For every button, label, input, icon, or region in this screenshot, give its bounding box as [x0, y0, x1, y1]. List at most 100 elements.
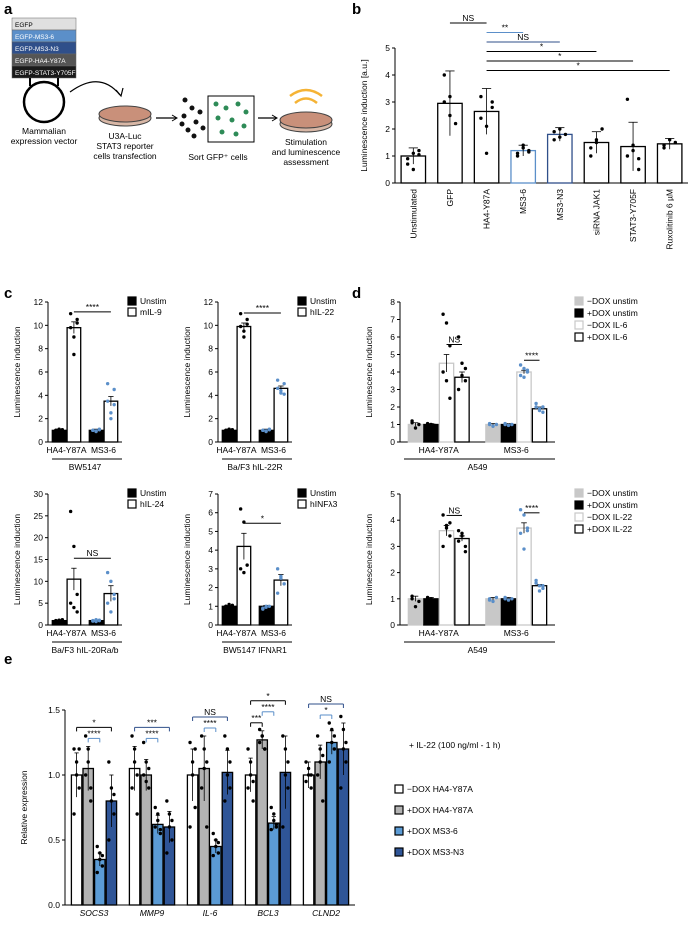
data-point — [224, 604, 228, 608]
x-tick-label: HA4-Y87A — [216, 445, 256, 455]
y-tick-label: 0 — [208, 620, 213, 630]
data-point — [525, 526, 530, 530]
data-point — [490, 105, 494, 110]
y-tick-label: 25 — [34, 511, 44, 521]
data-point — [282, 381, 286, 386]
y-tick-label: 0.0 — [48, 900, 60, 910]
data-point — [315, 773, 320, 777]
y-tick-label: 5 — [385, 43, 390, 53]
data-point — [54, 428, 58, 433]
y-tick-label: 0 — [385, 178, 390, 188]
data-point — [673, 140, 678, 145]
data-point — [631, 148, 635, 153]
group-label: A549 — [468, 645, 488, 655]
data-point — [515, 154, 520, 158]
data-point — [238, 507, 243, 511]
legend-label: −DOX unstim — [587, 296, 638, 306]
data-point — [225, 747, 230, 751]
data-point — [74, 760, 79, 764]
data-point — [105, 381, 110, 386]
data-point — [339, 714, 343, 719]
data-point — [86, 747, 90, 751]
bar — [273, 387, 289, 443]
significance-label: * — [92, 717, 96, 727]
data-point — [224, 428, 228, 433]
y-tick-label: 30 — [34, 489, 44, 499]
data-point — [109, 799, 114, 803]
data-point — [72, 605, 76, 610]
data-point — [57, 427, 61, 431]
data-point — [344, 740, 348, 745]
data-point — [594, 138, 599, 142]
y-tick-label: 5 — [38, 598, 43, 608]
y-tick-label: 0 — [390, 437, 395, 447]
data-point — [199, 786, 204, 790]
data-point — [248, 760, 253, 764]
y-tick-label: 7 — [390, 315, 395, 325]
legend-label: +DOX unstim — [587, 500, 638, 510]
data-point — [456, 528, 461, 533]
data-point — [263, 747, 267, 751]
construct-label: EGFP-MS3-6 — [15, 34, 54, 41]
data-point — [158, 831, 163, 836]
data-point — [211, 831, 215, 836]
data-point — [75, 592, 79, 597]
data-point — [432, 423, 437, 428]
data-point — [264, 604, 268, 608]
data-point — [109, 786, 114, 790]
transfection-label: cells transfection — [93, 151, 157, 161]
y-tick-label: 10 — [34, 320, 44, 330]
bar — [140, 774, 153, 906]
data-point — [552, 130, 556, 134]
legend-label: mIL-9 — [140, 307, 162, 317]
data-point — [327, 760, 331, 764]
data-point — [448, 534, 452, 538]
data-point — [94, 618, 98, 622]
data-point — [105, 570, 110, 575]
data-point — [522, 547, 526, 551]
bar — [325, 741, 338, 906]
significance-label: NS — [448, 335, 460, 345]
bar — [516, 527, 532, 626]
y-tick-label: 3 — [390, 385, 395, 395]
y-tick-label: 0 — [38, 437, 43, 447]
data-point — [91, 428, 95, 433]
legend-swatch — [394, 826, 404, 836]
x-tick-label: SOCS3 — [80, 908, 109, 918]
data-point — [75, 321, 79, 325]
y-axis-label: Luminescence induction — [364, 326, 374, 417]
y-tick-label: 5 — [390, 489, 395, 499]
data-point — [321, 799, 325, 803]
data-point — [667, 138, 672, 142]
data-point — [132, 747, 137, 751]
significance-label: **** — [256, 303, 270, 313]
data-point — [518, 508, 523, 512]
data-point — [223, 799, 227, 803]
significance-label: *** — [147, 717, 158, 727]
data-point — [558, 127, 562, 131]
data-point — [330, 727, 334, 732]
data-point — [107, 760, 111, 764]
data-point — [60, 429, 65, 434]
data-point — [410, 421, 414, 425]
data-point — [246, 747, 250, 751]
x-tick-label: Unstimulated — [408, 189, 418, 239]
data-point — [269, 805, 273, 810]
significance-label: ** — [502, 23, 509, 33]
legend-label: Unstim — [140, 296, 166, 306]
data-point — [448, 94, 452, 99]
y-tick-label: 0 — [208, 437, 213, 447]
data-point — [537, 584, 542, 588]
data-point — [267, 427, 272, 431]
data-point — [506, 423, 511, 428]
legend-swatch — [394, 784, 404, 794]
data-point — [216, 840, 221, 845]
y-tick-label: 2 — [208, 583, 213, 593]
data-point — [631, 143, 635, 147]
y-tick-label: 4 — [208, 545, 213, 555]
data-point — [525, 528, 530, 533]
group-label: BW5147 IFNλR1 — [223, 645, 287, 655]
data-point — [306, 773, 311, 777]
y-tick-label: 6 — [390, 332, 395, 342]
data-point — [269, 827, 273, 832]
